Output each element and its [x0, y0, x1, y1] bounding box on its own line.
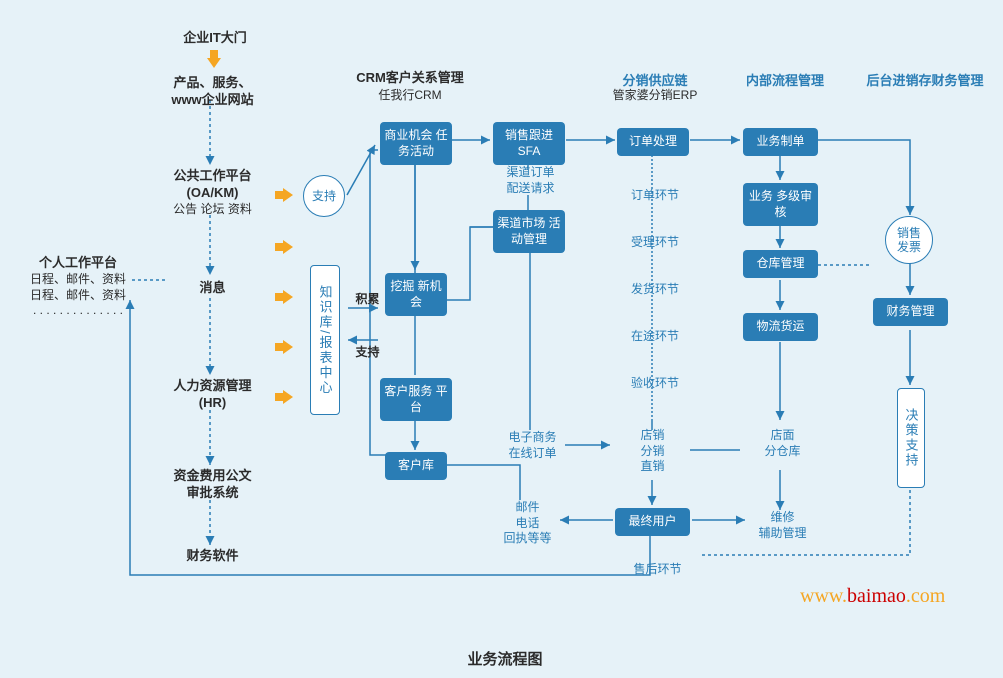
label-personal-sub: 日程、邮件、资料 日程、邮件、资料 . . . . . . . . . . . … — [23, 272, 133, 319]
node-custdb: 客户库 — [385, 452, 447, 480]
orange-arrow-icon — [283, 188, 293, 202]
orange-arrow-down-icon — [207, 58, 221, 68]
label-support2: 支持 — [350, 345, 385, 361]
step-3: 在途环节 — [625, 329, 685, 345]
support-label: 支持 — [312, 189, 336, 203]
invoice-label: 销售 发票 — [897, 226, 921, 255]
node-warehouse: 仓库管理 — [743, 250, 818, 278]
orange-arrow-icon — [283, 340, 293, 354]
label-mail: 邮件 电话 回执等等 — [495, 500, 560, 547]
diagram-title: 业务流程图 — [440, 648, 570, 669]
label-ecom: 电子商务 在线订单 — [500, 430, 565, 461]
col-internal-title: 内部流程管理 — [730, 70, 840, 89]
label-fund: 资金费用公文 审批系统 — [160, 468, 265, 502]
node-order: 订单处理 — [617, 128, 689, 156]
label-platform-sub: 公告 论坛 资料 — [160, 202, 265, 218]
support-circle: 支持 — [303, 175, 345, 217]
knowledge-vbox: 知识库/报表中心 — [310, 265, 340, 415]
label-it-gate: 企业IT大门 — [170, 30, 260, 47]
orange-arrow-icon — [283, 240, 293, 254]
label-public-platform: 公共工作平台 (OA/KM) — [160, 168, 265, 202]
label-store-sale: 店销 分销 直销 — [630, 428, 675, 475]
label-hr: 人力资源管理 (HR) — [160, 378, 265, 412]
step-0: 订单环节 — [625, 188, 685, 204]
label-channel-req: 渠道订单 配送请求 — [498, 165, 563, 196]
step-2: 发货环节 — [625, 282, 685, 298]
node-enduser: 最终用户 — [615, 508, 690, 536]
col-backend-title: 后台进销存财务管理 — [850, 70, 1000, 89]
label-finsoft: 财务软件 — [175, 548, 250, 565]
node-channel-mkt: 渠道市场 活动管理 — [493, 210, 565, 253]
col-crm-title: CRM客户关系管理 — [345, 70, 475, 87]
invoice-circle: 销售 发票 — [885, 216, 933, 264]
node-bizmake: 业务制单 — [743, 128, 818, 156]
node-logistics: 物流货运 — [743, 313, 818, 341]
node-sfa: 销售跟进 SFA — [493, 122, 565, 165]
node-audit: 业务 多级审核 — [743, 183, 818, 226]
orange-arrow-icon — [283, 390, 293, 404]
node-finance: 财务管理 — [873, 298, 948, 326]
label-store-wh: 店面 分仓库 — [755, 428, 810, 459]
label-personal-platform: 个人工作平台 — [23, 255, 133, 272]
label-message: 消息 — [190, 280, 235, 297]
col-crm-sub: 任我行CRM — [345, 88, 475, 104]
node-mine: 挖掘 新机会 — [385, 273, 447, 316]
node-service: 客户服务 平台 — [380, 378, 452, 421]
decision-vbox: 决策支持 — [897, 388, 925, 488]
flowchart-canvas: 企业IT大门 产品、服务、 www企业网站 公共工作平台 (OA/KM) 公告 … — [0, 0, 1003, 678]
watermark: www.baimao.com — [800, 585, 945, 608]
label-products: 产品、服务、 www企业网站 — [155, 75, 270, 109]
label-repair: 维修 辅助管理 — [750, 510, 815, 541]
step-1: 受理环节 — [625, 235, 685, 251]
label-aftersale: 售后环节 — [625, 562, 690, 578]
node-biz-opportunity: 商业机会 任务活动 — [380, 122, 452, 165]
col-dist-sub: 管家婆分销ERP — [600, 88, 710, 104]
label-accumulate: 积累 — [350, 292, 385, 308]
col-dist-title: 分销供应链 — [600, 70, 710, 89]
orange-arrow-icon — [283, 290, 293, 304]
step-4: 验收环节 — [625, 376, 685, 392]
